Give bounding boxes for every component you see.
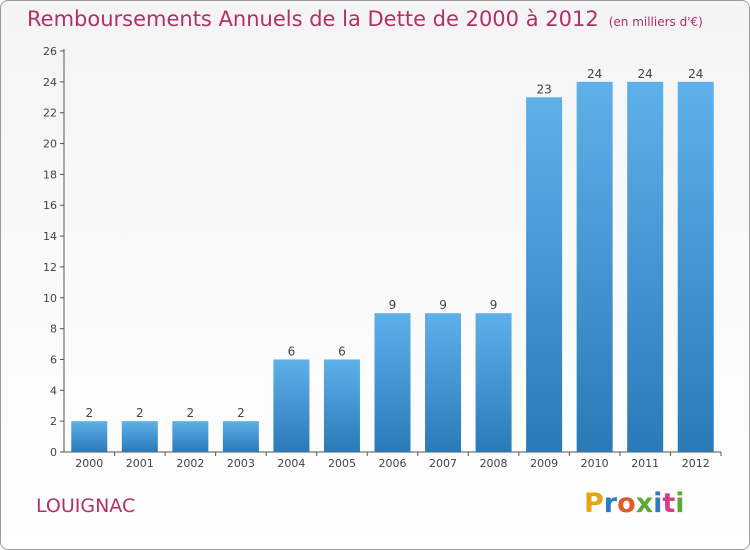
y-tick-label: 16	[43, 199, 57, 212]
bar-2004	[273, 359, 310, 452]
y-tick-label: 10	[43, 292, 57, 305]
y-tick-label: 26	[43, 45, 57, 58]
bar-2002	[172, 421, 209, 452]
data-label: 2	[136, 406, 144, 420]
bar-2011	[627, 81, 664, 452]
chart-title: Remboursements Annuels de la Dette de 20…	[27, 7, 703, 31]
y-tick-label: 0	[50, 446, 57, 459]
data-label: 2	[85, 406, 93, 420]
data-label: 23	[536, 82, 551, 96]
logo-letter: P	[584, 488, 604, 519]
data-label: 9	[439, 298, 447, 312]
x-tick-label: 2010	[581, 457, 609, 470]
bar-2009	[526, 97, 563, 453]
logo-letter: i	[653, 488, 663, 519]
y-tick-label: 4	[50, 384, 57, 397]
data-label: 6	[288, 344, 296, 358]
bar-2003	[222, 421, 259, 452]
proxiti-logo: Proxiti	[584, 488, 685, 519]
logo-letter: i	[675, 488, 685, 519]
x-tick-label: 2002	[176, 457, 204, 470]
y-tick-label: 22	[43, 107, 57, 120]
y-tick-label: 8	[50, 323, 57, 336]
x-tick-label: 2001	[126, 457, 154, 470]
data-label: 24	[587, 67, 602, 81]
data-label: 9	[389, 298, 397, 312]
y-tick-label: 14	[43, 230, 57, 243]
y-tick-label: 24	[43, 76, 57, 89]
x-tick-label: 2007	[429, 457, 457, 470]
x-tick-label: 2004	[277, 457, 305, 470]
y-tick-label: 6	[50, 353, 57, 366]
bar-2005	[323, 359, 360, 452]
x-tick-label: 2000	[75, 457, 103, 470]
bar-2006	[374, 313, 411, 452]
x-tick-label: 2003	[227, 457, 255, 470]
x-tick-label: 2005	[328, 457, 356, 470]
logo-letter: o	[617, 488, 636, 519]
bar-2007	[425, 313, 462, 452]
chart-subtitle: (en milliers d'€)	[608, 15, 703, 29]
x-tick-label: 2011	[631, 457, 659, 470]
logo-letter: t	[662, 488, 676, 519]
bar-2008	[475, 313, 512, 452]
commune-name: LOUIGNAC	[36, 495, 136, 517]
bar-2001	[121, 421, 158, 452]
logo-letter: r	[603, 488, 618, 519]
data-label: 24	[688, 67, 703, 81]
bar-2000	[71, 421, 108, 452]
y-tick-label: 12	[43, 261, 57, 274]
x-tick-label: 2006	[379, 457, 407, 470]
data-label: 9	[490, 298, 498, 312]
logo-letter: x	[635, 488, 654, 519]
bar-2010	[576, 81, 613, 452]
data-label: 6	[338, 344, 346, 358]
data-label: 2	[237, 406, 245, 420]
y-tick-label: 18	[43, 168, 57, 181]
data-label: 2	[187, 406, 195, 420]
x-tick-label: 2008	[480, 457, 508, 470]
bar-2012	[677, 81, 714, 452]
x-tick-label: 2012	[682, 457, 710, 470]
y-tick-label: 2	[50, 415, 57, 428]
x-tick-label: 2009	[530, 457, 558, 470]
chart-title-text: Remboursements Annuels de la Dette de 20…	[27, 7, 599, 31]
y-tick-label: 20	[43, 138, 57, 151]
data-label: 24	[638, 67, 653, 81]
